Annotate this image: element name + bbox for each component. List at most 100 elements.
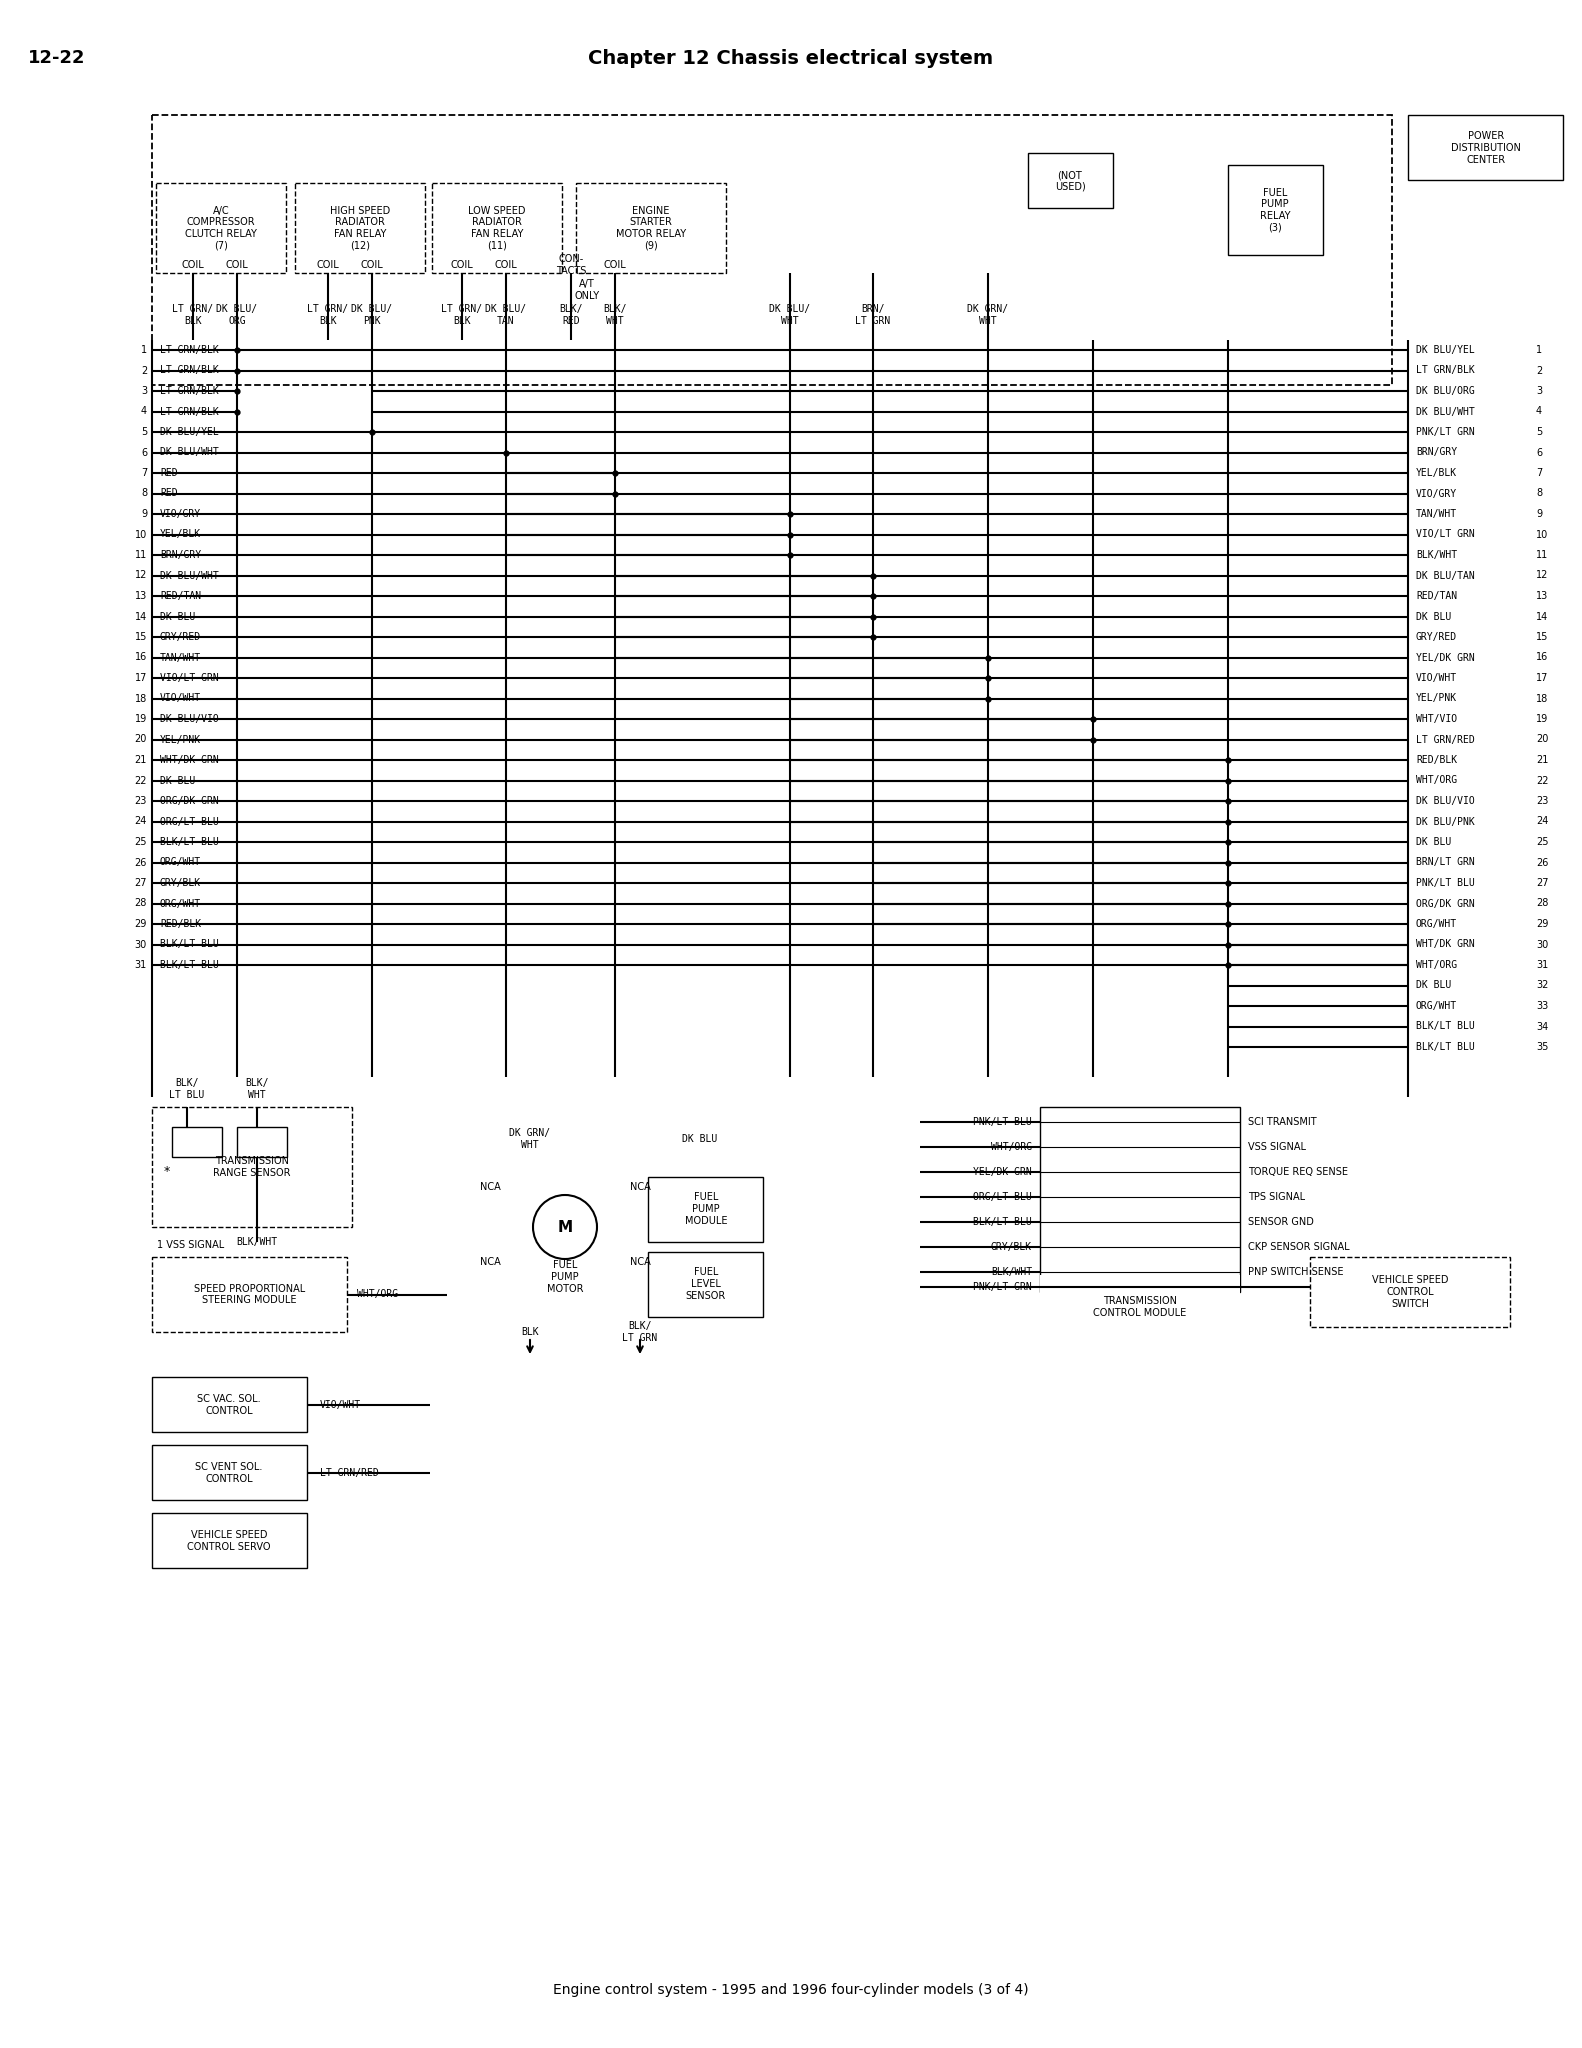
Text: COIL: COIL bbox=[495, 260, 517, 270]
Text: 18: 18 bbox=[1536, 694, 1549, 705]
Text: YEL/DK GRN: YEL/DK GRN bbox=[973, 1167, 1031, 1178]
Text: 29: 29 bbox=[134, 920, 147, 930]
Text: ORG/WHT: ORG/WHT bbox=[1416, 1001, 1457, 1012]
Text: BRN/GRY: BRN/GRY bbox=[1416, 449, 1457, 457]
Text: DK BLU/
WHT: DK BLU/ WHT bbox=[769, 305, 810, 326]
Text: COIL: COIL bbox=[316, 260, 340, 270]
Text: DK BLU: DK BLU bbox=[1416, 612, 1451, 621]
Text: DK BLU: DK BLU bbox=[682, 1135, 718, 1145]
Text: 16: 16 bbox=[1536, 653, 1549, 662]
Text: POWER
DISTRIBUTION
CENTER: POWER DISTRIBUTION CENTER bbox=[1451, 131, 1520, 164]
Bar bbox=[649, 1178, 763, 1241]
Bar bbox=[152, 1108, 353, 1227]
Text: TAN/WHT: TAN/WHT bbox=[160, 653, 201, 662]
Text: YEL/BLK: YEL/BLK bbox=[1416, 469, 1457, 477]
Text: COIL: COIL bbox=[226, 260, 248, 270]
Text: 9: 9 bbox=[141, 510, 147, 518]
Text: Engine control system - 1995 and 1996 four-cylinder models (3 of 4): Engine control system - 1995 and 1996 fo… bbox=[554, 1982, 1028, 1997]
Text: PNK/LT BLU: PNK/LT BLU bbox=[973, 1116, 1031, 1126]
Text: SC VENT SOL.
CONTROL: SC VENT SOL. CONTROL bbox=[195, 1462, 263, 1485]
Text: 31: 31 bbox=[1536, 961, 1549, 971]
Text: FUEL
PUMP
RELAY
(3): FUEL PUMP RELAY (3) bbox=[1259, 188, 1291, 231]
Text: A/C
COMPRESSOR
CLUTCH RELAY
(7): A/C COMPRESSOR CLUTCH RELAY (7) bbox=[185, 205, 256, 250]
Text: 11: 11 bbox=[134, 551, 147, 559]
Text: COIL: COIL bbox=[361, 260, 383, 270]
Text: YEL/PNK: YEL/PNK bbox=[160, 735, 201, 745]
Bar bbox=[152, 1257, 346, 1331]
Text: ENGINE
STARTER
MOTOR RELAY
(9): ENGINE STARTER MOTOR RELAY (9) bbox=[615, 205, 687, 250]
Bar bbox=[649, 1251, 763, 1317]
Text: RED/TAN: RED/TAN bbox=[160, 592, 201, 600]
Text: 15: 15 bbox=[134, 633, 147, 641]
Text: 19: 19 bbox=[1536, 715, 1549, 725]
Text: YEL/PNK: YEL/PNK bbox=[1416, 694, 1457, 705]
Text: BLK/LT BLU: BLK/LT BLU bbox=[160, 961, 218, 971]
Text: 30: 30 bbox=[134, 940, 147, 950]
Text: 12-22: 12-22 bbox=[28, 49, 85, 68]
Text: DK BLU/VIO: DK BLU/VIO bbox=[1416, 797, 1474, 807]
Text: 8: 8 bbox=[1536, 489, 1542, 498]
Text: TRANSMISSION
CONTROL MODULE: TRANSMISSION CONTROL MODULE bbox=[1093, 1296, 1186, 1317]
Text: GRY/BLK: GRY/BLK bbox=[160, 879, 201, 889]
Text: DK BLU/YEL: DK BLU/YEL bbox=[1416, 344, 1474, 354]
Text: LT GRN/BLK: LT GRN/BLK bbox=[160, 365, 218, 375]
Text: LOW SPEED
RADIATOR
FAN RELAY
(11): LOW SPEED RADIATOR FAN RELAY (11) bbox=[468, 205, 525, 250]
Text: DK BLU: DK BLU bbox=[1416, 838, 1451, 848]
Text: WHT/ORG: WHT/ORG bbox=[990, 1143, 1031, 1151]
Text: VIO/LT GRN: VIO/LT GRN bbox=[1416, 530, 1474, 539]
Text: PNK/LT GRN: PNK/LT GRN bbox=[973, 1282, 1031, 1292]
Text: 23: 23 bbox=[1536, 797, 1549, 807]
Text: 27: 27 bbox=[1536, 879, 1549, 889]
Text: 10: 10 bbox=[134, 530, 147, 539]
Text: GRY/BLK: GRY/BLK bbox=[990, 1241, 1031, 1251]
Text: 8: 8 bbox=[141, 489, 147, 498]
Text: DK BLU/PNK: DK BLU/PNK bbox=[1416, 817, 1474, 827]
Text: 18: 18 bbox=[134, 694, 147, 705]
Bar bbox=[1408, 115, 1563, 180]
Text: 16: 16 bbox=[134, 653, 147, 662]
Text: DK GRN/
WHT: DK GRN/ WHT bbox=[509, 1128, 551, 1149]
Text: 34: 34 bbox=[1536, 1022, 1549, 1032]
Text: 26: 26 bbox=[134, 858, 147, 868]
Text: ORG/DK GRN: ORG/DK GRN bbox=[1416, 899, 1474, 909]
Text: 21: 21 bbox=[134, 756, 147, 766]
Text: (NOT
USED): (NOT USED) bbox=[1055, 170, 1085, 193]
Text: VEHICLE SPEED
CONTROL
SWITCH: VEHICLE SPEED CONTROL SWITCH bbox=[1372, 1276, 1448, 1309]
Text: BLK: BLK bbox=[520, 1327, 539, 1337]
Text: 1: 1 bbox=[141, 344, 147, 354]
Text: ORG/WHT: ORG/WHT bbox=[1416, 920, 1457, 930]
Text: 28: 28 bbox=[1536, 899, 1549, 909]
Text: 28: 28 bbox=[134, 899, 147, 909]
Text: VIO/GRY: VIO/GRY bbox=[160, 510, 201, 518]
Text: 4: 4 bbox=[1536, 406, 1542, 416]
Text: ORG/DK GRN: ORG/DK GRN bbox=[160, 797, 218, 807]
Text: FUEL
PUMP
MODULE: FUEL PUMP MODULE bbox=[685, 1192, 728, 1225]
Text: 22: 22 bbox=[134, 776, 147, 786]
Text: YEL/BLK: YEL/BLK bbox=[160, 530, 201, 539]
Text: BRN/LT GRN: BRN/LT GRN bbox=[1416, 858, 1474, 868]
Text: 6: 6 bbox=[1536, 449, 1542, 457]
Text: VIO/WHT: VIO/WHT bbox=[320, 1401, 361, 1409]
Bar bbox=[1228, 166, 1323, 256]
Text: DK BLU/ORG: DK BLU/ORG bbox=[1416, 385, 1474, 395]
Bar bbox=[152, 1376, 307, 1432]
Text: BLK/
LT GRN: BLK/ LT GRN bbox=[622, 1321, 658, 1343]
Text: BLK/
WHT: BLK/ WHT bbox=[245, 1077, 269, 1100]
Text: NCA: NCA bbox=[479, 1182, 500, 1192]
Text: WHT/ORG: WHT/ORG bbox=[358, 1290, 399, 1300]
Text: 26: 26 bbox=[1536, 858, 1549, 868]
Text: LT GRN/BLK: LT GRN/BLK bbox=[160, 385, 218, 395]
Text: CKP SENSOR SIGNAL: CKP SENSOR SIGNAL bbox=[1248, 1241, 1349, 1251]
Text: 6: 6 bbox=[141, 449, 147, 457]
Text: DK BLU: DK BLU bbox=[160, 612, 195, 621]
Text: 19: 19 bbox=[134, 715, 147, 725]
Text: TPS SIGNAL: TPS SIGNAL bbox=[1248, 1192, 1305, 1202]
Text: CON-
TACTS: CON- TACTS bbox=[555, 254, 587, 276]
Text: NCA: NCA bbox=[630, 1257, 650, 1268]
Text: DK GRN/
WHT: DK GRN/ WHT bbox=[968, 305, 1009, 326]
Text: 10: 10 bbox=[1536, 530, 1549, 539]
Text: TAN/WHT: TAN/WHT bbox=[1416, 510, 1457, 518]
Text: PNK/LT BLU: PNK/LT BLU bbox=[1416, 879, 1474, 889]
Text: SPEED PROPORTIONAL
STEERING MODULE: SPEED PROPORTIONAL STEERING MODULE bbox=[195, 1284, 305, 1305]
Bar bbox=[1028, 154, 1114, 209]
